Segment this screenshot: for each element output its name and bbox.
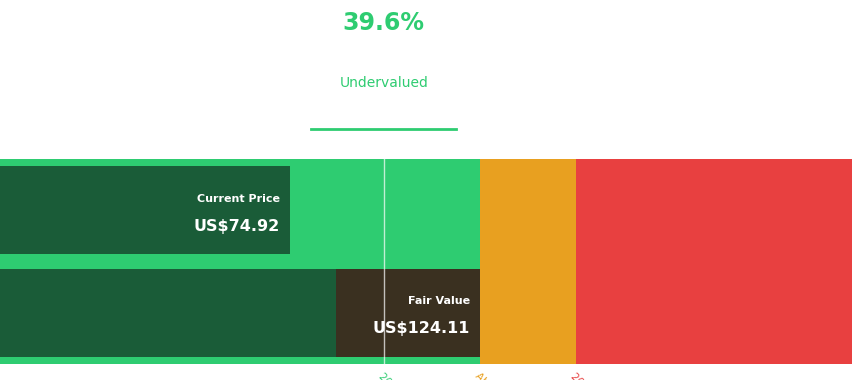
Bar — [0, 159, 480, 364]
Bar — [480, 159, 575, 364]
Text: 20% Overvalued: 20% Overvalued — [568, 371, 636, 380]
Bar — [575, 159, 852, 364]
Text: US$124.11: US$124.11 — [372, 321, 469, 336]
Bar — [0, 269, 480, 357]
Text: 20% Undervalued: 20% Undervalued — [377, 371, 449, 380]
Text: Fair Value: Fair Value — [407, 296, 469, 306]
Text: About Right: About Right — [472, 371, 523, 380]
Text: Current Price: Current Price — [197, 194, 279, 204]
Text: 39.6%: 39.6% — [343, 11, 424, 35]
Text: Undervalued: Undervalued — [339, 76, 428, 90]
Bar — [336, 269, 480, 357]
Bar — [0, 166, 290, 254]
Text: US$74.92: US$74.92 — [193, 218, 279, 234]
